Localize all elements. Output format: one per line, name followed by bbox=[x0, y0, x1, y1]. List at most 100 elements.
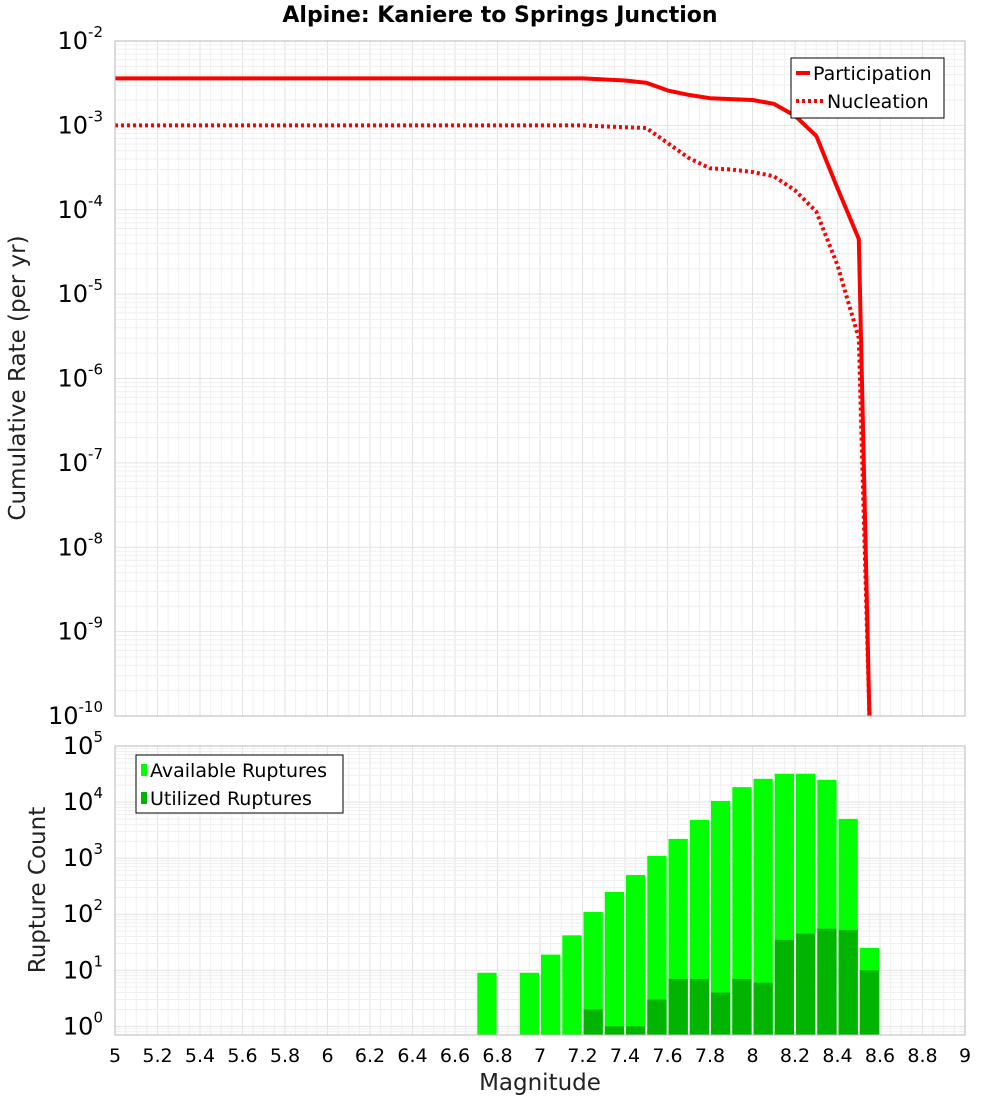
rate-y-tick-label: 10-10 bbox=[48, 698, 103, 730]
participation-legend-label: Participation bbox=[813, 63, 932, 85]
utilized-ruptures-bar bbox=[626, 1026, 646, 1035]
available-ruptures-bar bbox=[477, 972, 497, 1035]
rate-plot-legend: Participation Nucleation bbox=[790, 57, 945, 119]
y-tick-exponent: -7 bbox=[88, 445, 103, 463]
available-ruptures-bar bbox=[519, 972, 540, 1035]
y-tick-base: 10 bbox=[57, 449, 88, 477]
x-tick-label: 5.6 bbox=[227, 1045, 257, 1067]
available-ruptures-bar bbox=[732, 787, 752, 1035]
nucleation-line bbox=[115, 123, 872, 717]
y-tick-base: 10 bbox=[63, 844, 94, 872]
rupture-plot-bars bbox=[477, 773, 880, 1035]
y-tick-exponent: 3 bbox=[93, 840, 103, 858]
y-tick-base: 10 bbox=[57, 27, 88, 55]
x-axis-title: Magnitude bbox=[479, 1070, 601, 1096]
rate-y-tick-label: 10-8 bbox=[57, 529, 103, 561]
x-tick-label: 8.4 bbox=[822, 1045, 852, 1067]
rate-y-tick-label: 10-4 bbox=[57, 192, 103, 224]
x-tick-label: 6.8 bbox=[482, 1045, 512, 1067]
utilized-ruptures-bar bbox=[583, 1009, 603, 1035]
y-tick-exponent: -2 bbox=[88, 23, 103, 41]
available-ruptures-bar bbox=[541, 954, 561, 1035]
y-tick-base: 10 bbox=[63, 956, 94, 984]
y-tick-exponent: -6 bbox=[88, 361, 103, 379]
rate-y-tick-label: 10-6 bbox=[57, 361, 103, 393]
x-tick-label: 7.8 bbox=[695, 1045, 725, 1067]
y-tick-base: 10 bbox=[57, 618, 88, 646]
x-tick-label: 9 bbox=[959, 1045, 971, 1067]
rate-plot-y-ticks: 10-210-310-410-510-610-710-810-910-10 bbox=[48, 23, 103, 730]
available-ruptures-bar bbox=[647, 855, 667, 1035]
rupture-plot-y-axis-title: Rupture Count bbox=[25, 807, 51, 973]
y-tick-exponent: -3 bbox=[88, 107, 103, 125]
y-tick-exponent: -4 bbox=[88, 192, 103, 210]
rate-plot: 10-210-310-410-510-610-710-810-910-10 Cu… bbox=[5, 23, 966, 730]
rate-y-tick-label: 10-2 bbox=[57, 23, 103, 55]
rupture-y-tick-label: 103 bbox=[63, 840, 103, 872]
utilized-ruptures-bar bbox=[796, 933, 816, 1035]
available-ruptures-bar bbox=[626, 875, 646, 1035]
utilized-legend-label: Utilized Ruptures bbox=[150, 788, 312, 810]
x-tick-label: 5 bbox=[109, 1045, 121, 1067]
rupture-plot-frame bbox=[114, 745, 966, 1036]
y-tick-base: 10 bbox=[57, 533, 88, 561]
x-tick-label: 6.2 bbox=[355, 1045, 385, 1067]
x-tick-label: 6 bbox=[321, 1045, 333, 1067]
y-tick-base: 10 bbox=[63, 732, 94, 760]
chart-title: Alpine: Kaniere to Springs Junction bbox=[282, 3, 717, 28]
y-tick-exponent: -10 bbox=[79, 698, 104, 716]
rate-plot-y-axis-title: Cumulative Rate (per yr) bbox=[5, 235, 31, 520]
utilized-ruptures-bar bbox=[647, 999, 667, 1035]
y-tick-base: 10 bbox=[48, 702, 79, 730]
rate-y-tick-label: 10-9 bbox=[57, 614, 103, 646]
utilized-ruptures-bar bbox=[711, 992, 731, 1035]
rupture-legend-box bbox=[135, 754, 344, 814]
rupture-y-tick-label: 102 bbox=[63, 896, 103, 928]
rate-plot-frame bbox=[114, 40, 966, 717]
y-tick-exponent: -8 bbox=[88, 529, 103, 547]
y-tick-base: 10 bbox=[57, 111, 88, 139]
y-tick-exponent: 1 bbox=[93, 952, 103, 970]
x-tick-label: 8.6 bbox=[865, 1045, 895, 1067]
available-ruptures-bar bbox=[562, 935, 582, 1035]
x-tick-label: 6.4 bbox=[397, 1045, 427, 1067]
rupture-plot-legend: Available Ruptures Utilized Ruptures bbox=[135, 754, 344, 814]
y-tick-base: 10 bbox=[57, 365, 88, 393]
rate-y-tick-label: 10-5 bbox=[57, 276, 103, 308]
utilized-ruptures-bar bbox=[774, 939, 794, 1035]
rate-plot-lines bbox=[115, 76, 872, 717]
utilized-ruptures-bar bbox=[604, 1026, 625, 1035]
x-axis-ticks: 5 5.2 5.4 5.6 5.8 6 6.2 6.4 6.6 6.8 7 7.2 7.4 7.6 7.8 8… bbox=[109, 1045, 971, 1067]
x-tick-label: 7 bbox=[534, 1045, 546, 1067]
utilized-ruptures-bar bbox=[668, 978, 688, 1035]
x-tick-label: 6.6 bbox=[440, 1045, 470, 1067]
utilized-ruptures-bar bbox=[817, 928, 837, 1035]
x-tick-label: 7.2 bbox=[567, 1045, 597, 1067]
y-tick-base: 10 bbox=[57, 280, 88, 308]
nucleation-legend-label: Nucleation bbox=[827, 91, 929, 113]
y-tick-base: 10 bbox=[63, 788, 94, 816]
utilized-ruptures-bar bbox=[859, 970, 880, 1035]
y-tick-exponent: 2 bbox=[93, 896, 103, 914]
utilized-legend-swatch bbox=[141, 792, 147, 804]
y-tick-exponent: 5 bbox=[93, 728, 103, 746]
available-ruptures-bar bbox=[604, 891, 625, 1035]
utilized-ruptures-bar bbox=[732, 978, 752, 1035]
rate-y-tick-label: 10-7 bbox=[57, 445, 103, 477]
rupture-y-tick-label: 100 bbox=[63, 1008, 103, 1040]
rupture-y-tick-label: 101 bbox=[63, 952, 103, 984]
y-tick-exponent: 4 bbox=[93, 784, 103, 802]
rate-legend-box bbox=[790, 57, 945, 119]
x-tick-label: 7.4 bbox=[610, 1045, 640, 1067]
rupture-y-tick-label: 104 bbox=[63, 784, 103, 816]
x-tick-label: 7.6 bbox=[652, 1045, 682, 1067]
x-tick-label: 5.2 bbox=[142, 1045, 172, 1067]
x-tick-label: 5.4 bbox=[185, 1045, 215, 1067]
rate-plot-grid bbox=[114, 41, 966, 717]
available-ruptures-bar bbox=[583, 911, 603, 1035]
y-tick-base: 10 bbox=[57, 196, 88, 224]
utilized-ruptures-bar bbox=[689, 978, 710, 1035]
y-tick-exponent: -5 bbox=[88, 276, 103, 294]
